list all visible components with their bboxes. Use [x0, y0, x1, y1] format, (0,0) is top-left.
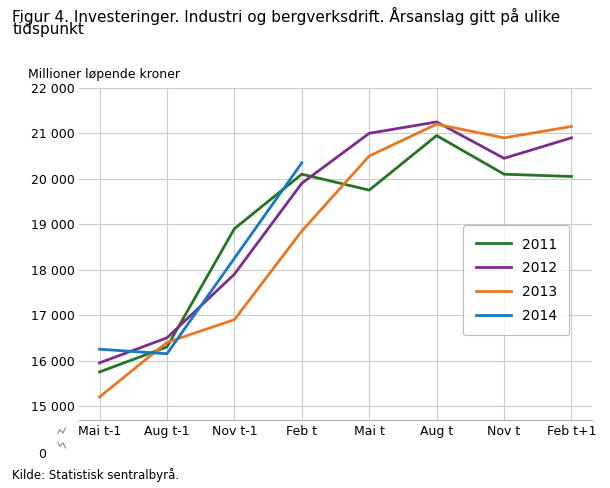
Text: Kilde: Statistisk sentralbyrå.: Kilde: Statistisk sentralbyrå.	[12, 468, 179, 482]
2013	[433, 122, 440, 127]
Text: 0: 0	[38, 448, 46, 461]
2014	[163, 351, 171, 357]
2012	[163, 335, 171, 341]
Line: 2014: 2014	[99, 163, 302, 354]
2011	[231, 226, 238, 232]
2013	[365, 153, 373, 159]
2012	[298, 181, 306, 186]
2011	[568, 174, 575, 180]
2013	[500, 135, 508, 141]
Line: 2011: 2011	[99, 136, 572, 372]
2012	[500, 155, 508, 161]
2011	[96, 369, 103, 375]
2013	[163, 340, 171, 346]
2012	[231, 271, 238, 277]
2012	[365, 130, 373, 136]
2012	[433, 119, 440, 125]
2011	[500, 171, 508, 177]
Text: Millioner løpende kroner: Millioner løpende kroner	[28, 68, 180, 81]
2012	[96, 360, 103, 366]
2012	[568, 135, 575, 141]
2014	[298, 160, 306, 166]
2011	[298, 171, 306, 177]
2011	[163, 344, 171, 350]
2014	[96, 346, 103, 352]
2011	[365, 187, 373, 193]
Line: 2012: 2012	[99, 122, 572, 363]
2013	[231, 317, 238, 323]
Text: tidspunkt: tidspunkt	[12, 22, 84, 37]
2011	[433, 133, 440, 139]
Legend: 2011, 2012, 2013, 2014: 2011, 2012, 2013, 2014	[464, 225, 569, 335]
Text: Figur 4. Investeringer. Industri og bergverksdrift. Årsanslag gitt på ulike: Figur 4. Investeringer. Industri og berg…	[12, 7, 561, 25]
Line: 2013: 2013	[99, 124, 572, 397]
2013	[96, 394, 103, 400]
2013	[568, 123, 575, 129]
2013	[298, 228, 306, 234]
